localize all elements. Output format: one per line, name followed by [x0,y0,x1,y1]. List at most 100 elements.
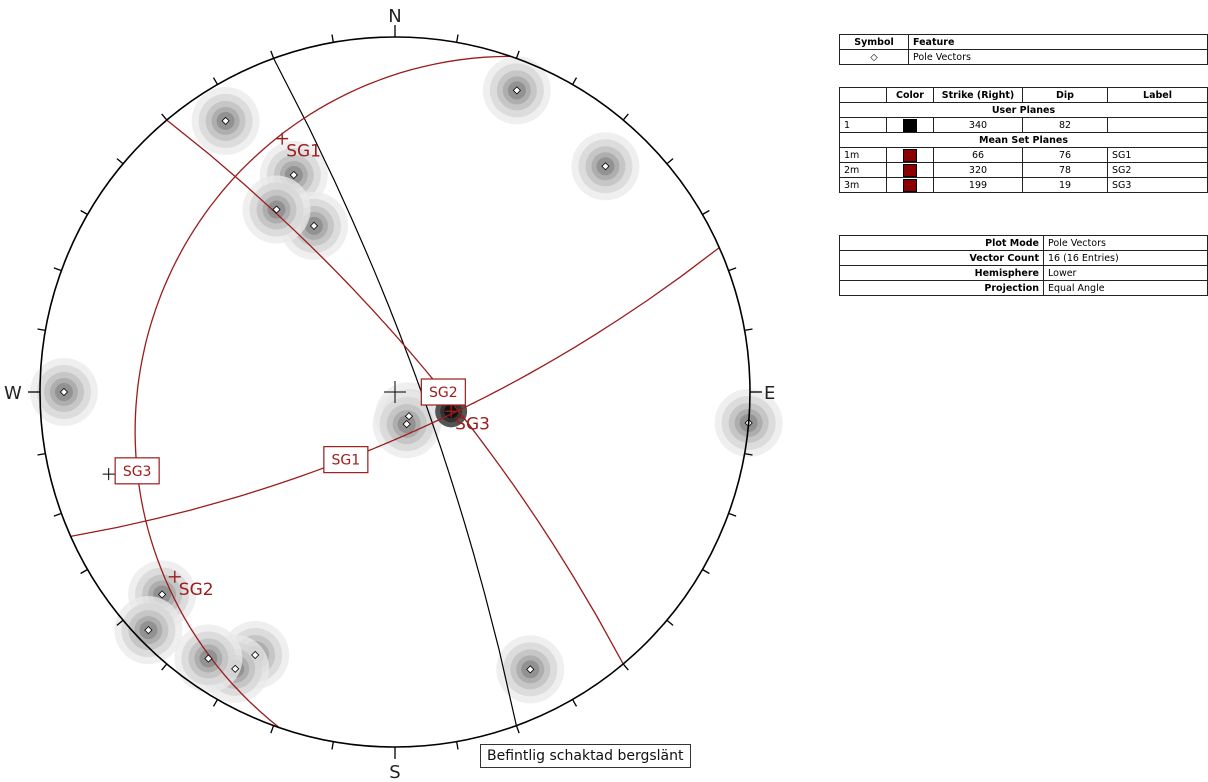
pole-marker [272,205,281,214]
table-row: 1 340 82 [839,117,1208,133]
id-header [839,87,887,103]
great-circle-sg3 [134,55,511,729]
color-swatch [886,117,934,133]
table-row: 1m 66 76 SG1 [839,147,1208,163]
symbol-header: Symbol [839,34,909,50]
info-key: Projection [839,280,1044,296]
degree-tick [331,34,334,43]
feature-name: Pole Vectors [908,49,1208,65]
plane-strike: 320 [933,162,1023,178]
info-key: Vector Count [839,250,1044,266]
pole-markers [59,86,753,674]
pole-marker [309,221,319,231]
degree-tick [666,619,674,626]
color-header: Color [886,87,934,103]
degree-tick [80,209,88,216]
center-cross [384,381,406,403]
plane-id: 1m [839,147,887,163]
dip-header: Dip [1022,87,1108,103]
degree-tick [515,725,520,734]
stereonet: SG1 SG2 SG3 SG1 SG2 SG3 N S E W [4,6,783,782]
degree-tick [515,50,520,59]
table-row: Hemisphere Lower [839,265,1208,281]
plane-label-text: SG3 [123,464,152,480]
user-planes-title: User Planes [839,102,1208,118]
plane-label-text: SG2 [429,385,458,401]
plane-label-box [420,378,466,406]
degree-tick [161,113,168,121]
compass-east: E [764,383,775,404]
degree-tick [744,453,753,456]
plane-label: SG1 [1107,147,1208,163]
plane-dip: 19 [1022,177,1108,193]
plane-label: SG3 [1107,177,1208,193]
degree-ticks [28,25,762,759]
degree-tick [456,741,459,750]
mean-pole-cross [276,132,289,145]
table-row: Projection Equal Angle [839,280,1208,296]
degree-tick [270,50,275,59]
table-row: Vector Count 16 (16 Entries) [839,250,1208,266]
plane-id: 1 [839,117,887,133]
pole-marker [526,665,535,674]
plane-id: 3m [839,177,887,193]
degree-tick [212,699,219,707]
degree-tick [728,267,737,272]
pole-density-contours [29,56,783,704]
pole-marker [512,86,521,95]
mean-pole-label: SG2 [179,580,214,600]
pole-cross [102,468,115,481]
degree-tick [270,725,275,734]
plane-dip: 76 [1022,147,1108,163]
plane-strike: 340 [933,117,1023,133]
pole-marker [601,162,610,171]
degree-tick [702,209,710,216]
compass-west: W [4,383,22,404]
degree-tick [80,568,88,575]
table-row: 2m 320 78 SG2 [839,162,1208,178]
table-row: 3m 199 19 SG3 [839,177,1208,193]
degree-tick [37,453,46,456]
great-circle-sg2 [166,119,624,665]
info-key: Plot Mode [839,235,1044,251]
plane-dip: 82 [1022,117,1108,133]
color-swatch [886,177,934,193]
degree-tick [622,113,629,121]
plane-label-text: SG1 [332,453,361,469]
degree-tick [744,328,753,331]
compass-south: S [389,762,400,782]
plane-dip: 78 [1022,162,1108,178]
mean-pole-label: SG3 [455,414,490,434]
mean-pole-cross [168,570,181,583]
plane-strike: 199 [933,177,1023,193]
degree-tick [331,741,334,750]
info-key: Hemisphere [839,265,1044,281]
info-value: Pole Vectors [1043,235,1208,251]
plot-info-table: Plot Mode Pole Vectors Vector Count 16 (… [839,235,1208,296]
pole-symbol-icon: ◇ [839,49,909,65]
plane-id: 2m [839,162,887,178]
compass-north: N [388,6,401,27]
mean-pole-cross [445,405,458,418]
pole-marker [402,420,411,429]
plane-label: SG2 [1107,162,1208,178]
color-swatch [886,147,934,163]
plane-label [1107,117,1208,133]
degree-tick [161,663,168,671]
plane-label-box [114,457,160,485]
mean-pole-label: SG1 [286,142,321,162]
plot-caption: Befintlig schaktad bergslänt [480,744,691,768]
table-row: Plot Mode Pole Vectors [839,235,1208,251]
color-swatch [886,162,934,178]
symbol-legend: Symbol Feature ◇ Pole Vectors [839,34,1208,65]
pole-marker [144,626,153,635]
pole-marker [204,654,213,663]
strike-header: Strike (Right) [933,87,1023,103]
info-value: Lower [1043,265,1208,281]
degree-tick [116,158,124,165]
label-header: Label [1107,87,1208,103]
pole-marker [251,650,260,660]
pole-marker [289,170,298,180]
mean-set-planes-title: Mean Set Planes [839,132,1208,148]
plane-label-box [323,446,369,474]
